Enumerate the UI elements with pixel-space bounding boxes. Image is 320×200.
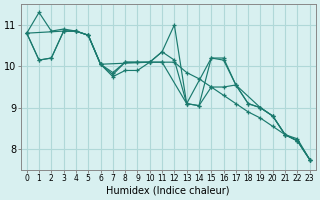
- X-axis label: Humidex (Indice chaleur): Humidex (Indice chaleur): [107, 186, 230, 196]
